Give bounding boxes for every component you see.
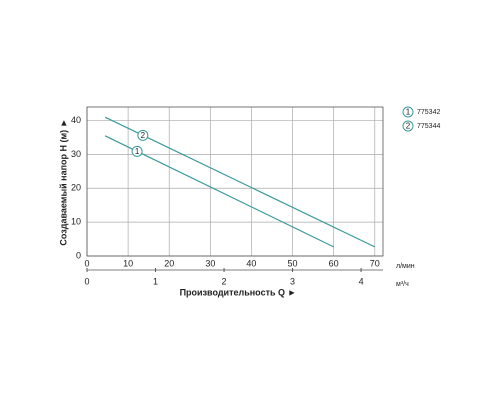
x-unit: л/мин xyxy=(396,263,415,270)
x2-unit: м³/ч xyxy=(396,281,409,288)
legend-label: 775342 xyxy=(417,109,440,116)
series-label-circle xyxy=(137,129,149,141)
x-tick-label: 40 xyxy=(246,258,256,268)
x-tick-label: 10 xyxy=(123,258,133,268)
y-tick-label: 40 xyxy=(71,115,81,125)
x-tick-label: 70 xyxy=(370,258,380,268)
legend-number: 1 xyxy=(406,108,411,117)
series-label: 2 xyxy=(141,131,146,140)
x2-tick-label: 1 xyxy=(153,276,158,286)
x-tick-label: 20 xyxy=(164,258,174,268)
legend-circle xyxy=(402,120,414,132)
y-axis-title: Создаваемый напор H (м) ► xyxy=(58,118,68,245)
series-label-circle xyxy=(131,145,143,157)
legend-circle xyxy=(402,106,414,118)
x-tick-label: 50 xyxy=(288,258,298,268)
x-tick-label: 30 xyxy=(205,258,215,268)
y-tick-label: 20 xyxy=(71,183,81,193)
series-label: 1 xyxy=(135,147,140,156)
x2-tick-label: 4 xyxy=(359,276,364,286)
x-axis-title: Производительность Q ► xyxy=(180,287,297,297)
x2-tick-label: 2 xyxy=(222,276,227,286)
series-line xyxy=(104,116,376,248)
legend-number: 2 xyxy=(406,122,411,131)
x2-tick-label: 3 xyxy=(290,276,295,286)
series-line xyxy=(104,135,334,248)
legend-label: 775344 xyxy=(417,123,440,130)
plot-frame xyxy=(86,106,384,257)
x2-tick-label: 0 xyxy=(84,276,89,286)
y-tick-label: 30 xyxy=(71,149,81,159)
x-tick-label: 0 xyxy=(84,258,89,268)
y-tick-label: 0 xyxy=(76,250,81,260)
y-tick-label: 10 xyxy=(71,217,81,227)
x-tick-label: 60 xyxy=(329,258,339,268)
